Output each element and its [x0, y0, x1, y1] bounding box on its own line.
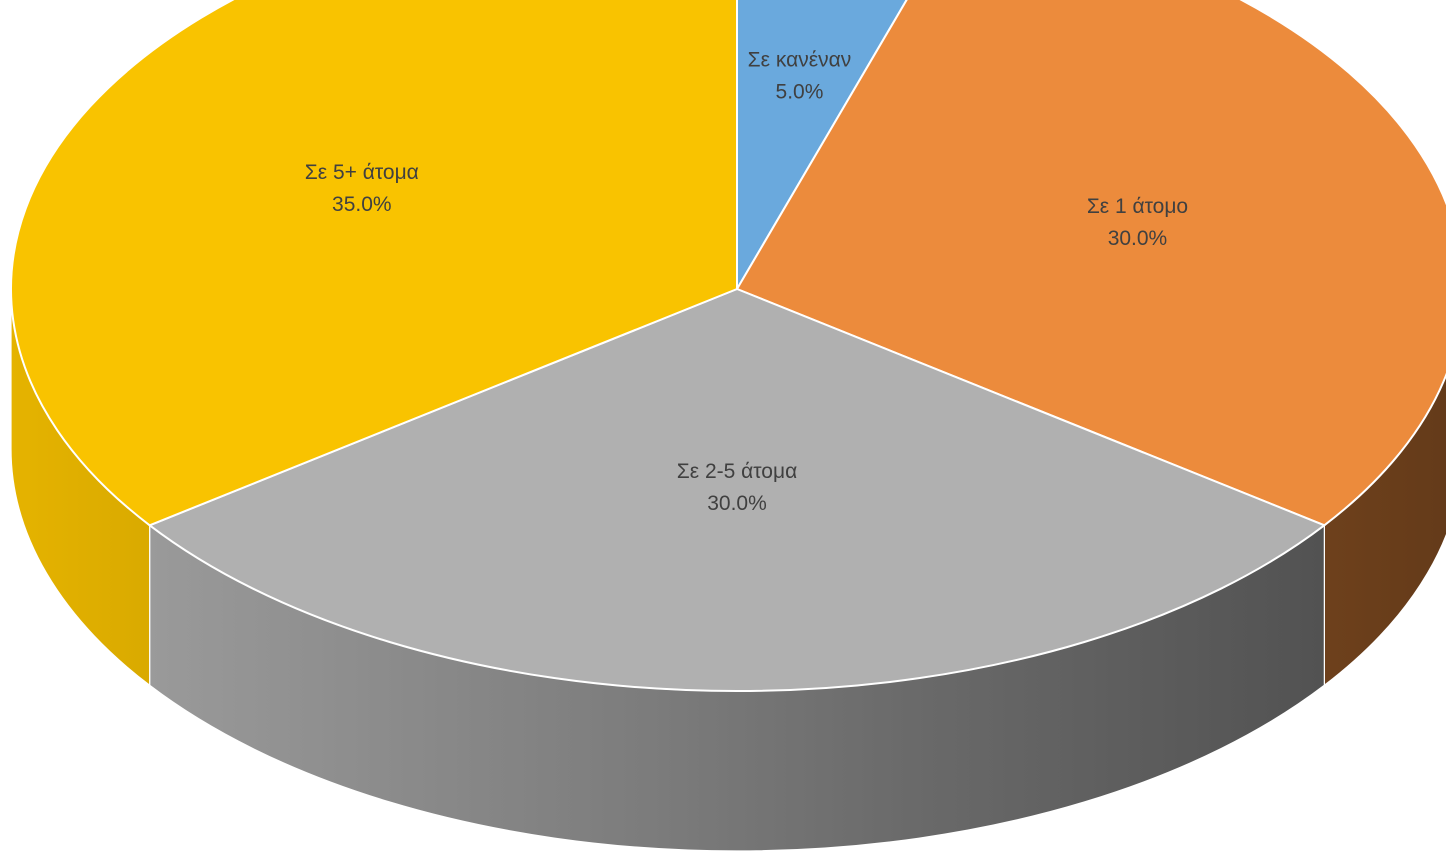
slice-4-percent-label: 35.0% [332, 193, 392, 216]
slice-3-top [148, 288, 1326, 692]
slice-1-percent-label: 5.0% [776, 81, 824, 104]
slice-2-category-label: Σε 1 άτομο [1087, 195, 1188, 218]
slice-1-category-label: Σε κανέναν [748, 49, 852, 72]
slice-4-top [10, 0, 738, 527]
slice-1-label: Σε κανέναν 5.0% [748, 49, 852, 104]
pie-top-faces [10, 0, 1446, 692]
slice-3-label: Σε 2-5 άτομα 30.0% [677, 460, 797, 515]
slice-2-label: Σε 1 άτομο 30.0% [1087, 195, 1188, 250]
slice-2-percent-label: 30.0% [1108, 227, 1168, 250]
slice-3-category-label: Σε 2-5 άτομα [677, 460, 797, 483]
slice-4-label: Σε 5+ άτομα 35.0% [305, 161, 419, 216]
slice-4-category-label: Σε 5+ άτομα [305, 161, 419, 184]
slice-2-top [736, 0, 1446, 527]
slice-3-percent-label: 30.0% [707, 492, 767, 515]
